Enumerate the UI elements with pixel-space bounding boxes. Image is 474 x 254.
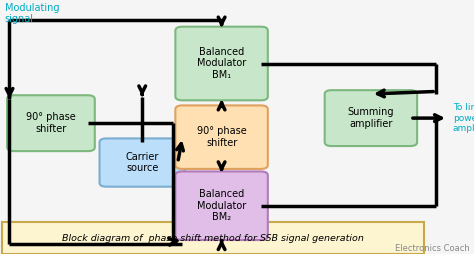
Text: 90° phase
shifter: 90° phase shifter (197, 126, 246, 148)
Text: Carrier
source: Carrier source (126, 152, 159, 173)
Text: Block diagram of  phase shift method for SSB signal generation: Block diagram of phase shift method for … (63, 234, 364, 243)
FancyBboxPatch shape (175, 27, 268, 100)
Text: Summing
amplifier: Summing amplifier (347, 107, 394, 129)
FancyBboxPatch shape (7, 95, 95, 151)
Text: Balanced
Modulator
BM₁: Balanced Modulator BM₁ (197, 47, 246, 80)
FancyBboxPatch shape (175, 105, 268, 169)
Text: 90° phase
shifter: 90° phase shifter (26, 112, 76, 134)
FancyBboxPatch shape (2, 222, 424, 254)
FancyBboxPatch shape (325, 90, 417, 146)
FancyBboxPatch shape (175, 171, 268, 240)
Text: Balanced
Modulator
BM₂: Balanced Modulator BM₂ (197, 189, 246, 222)
Text: To linear
power
amplifier: To linear power amplifier (453, 103, 474, 133)
Text: Modulating
signal: Modulating signal (5, 3, 59, 24)
FancyBboxPatch shape (100, 138, 185, 187)
Text: Electronics Coach: Electronics Coach (394, 245, 469, 253)
